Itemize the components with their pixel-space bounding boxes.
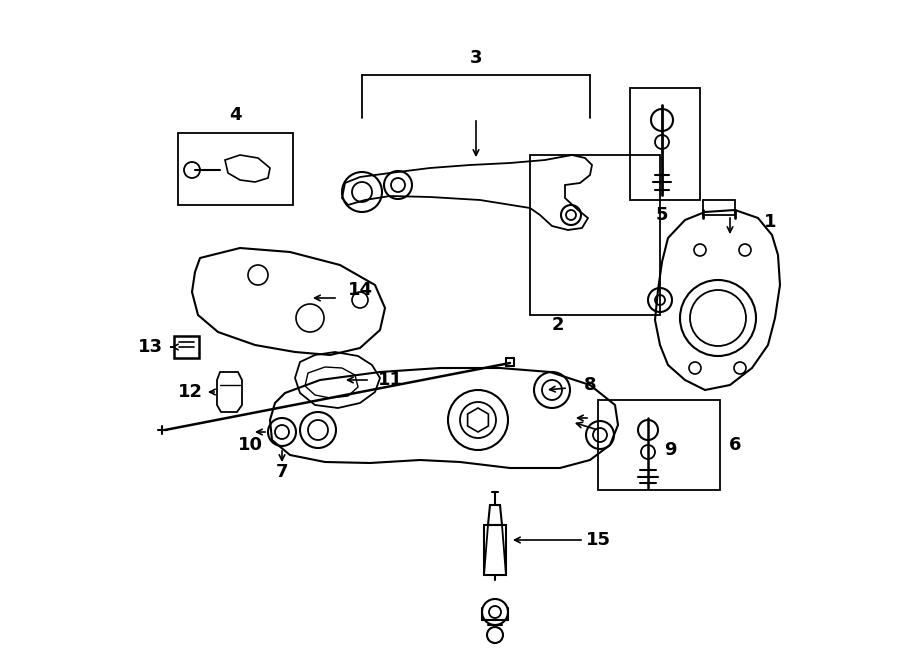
Text: 6: 6	[729, 436, 742, 454]
Text: 4: 4	[229, 106, 241, 124]
Text: 3: 3	[470, 49, 482, 67]
Text: 11: 11	[377, 371, 402, 389]
Bar	[484, 525, 506, 575]
Text: 8: 8	[584, 376, 597, 394]
Bar	[598, 400, 720, 490]
Text: 15: 15	[586, 531, 610, 549]
Text: 7: 7	[275, 463, 288, 481]
Text: 9: 9	[664, 441, 676, 459]
Bar	[178, 133, 293, 205]
Text: 12: 12	[177, 383, 202, 401]
Text: 1: 1	[764, 213, 776, 231]
Bar	[630, 88, 700, 200]
Bar	[174, 336, 199, 358]
Bar	[703, 200, 735, 215]
Text: 5: 5	[656, 206, 668, 224]
Text: 14: 14	[347, 281, 373, 299]
Bar	[530, 155, 660, 315]
Text: 10: 10	[238, 436, 263, 454]
Text: 2: 2	[552, 316, 564, 334]
Text: 13: 13	[138, 338, 163, 356]
